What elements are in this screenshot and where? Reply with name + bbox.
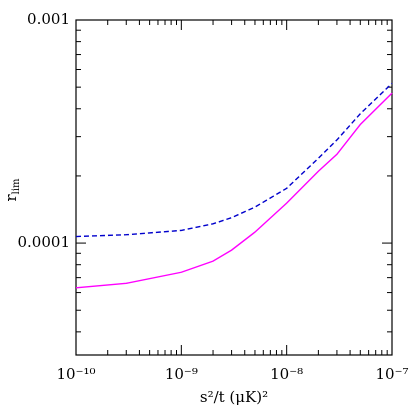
plot-frame	[75, 19, 393, 356]
series-line	[75, 82, 393, 238]
x-tick-label: 10⁻⁹	[165, 365, 198, 383]
x-axis-label: s²/t (μK)²	[200, 388, 268, 406]
y-label-main: r	[2, 194, 20, 202]
y-axis-label: rlim	[2, 178, 22, 202]
x-tick-label: 10⁻⁷	[375, 365, 408, 383]
x-tick-label: 10⁻⁸	[270, 365, 303, 383]
y-tick-label: 0.0001	[18, 233, 71, 251]
x-tick-label: 10⁻¹⁰	[56, 365, 95, 383]
series-line	[75, 92, 393, 289]
y-tick-label: 0.001	[27, 10, 70, 28]
y-label-sub: lim	[11, 178, 22, 194]
